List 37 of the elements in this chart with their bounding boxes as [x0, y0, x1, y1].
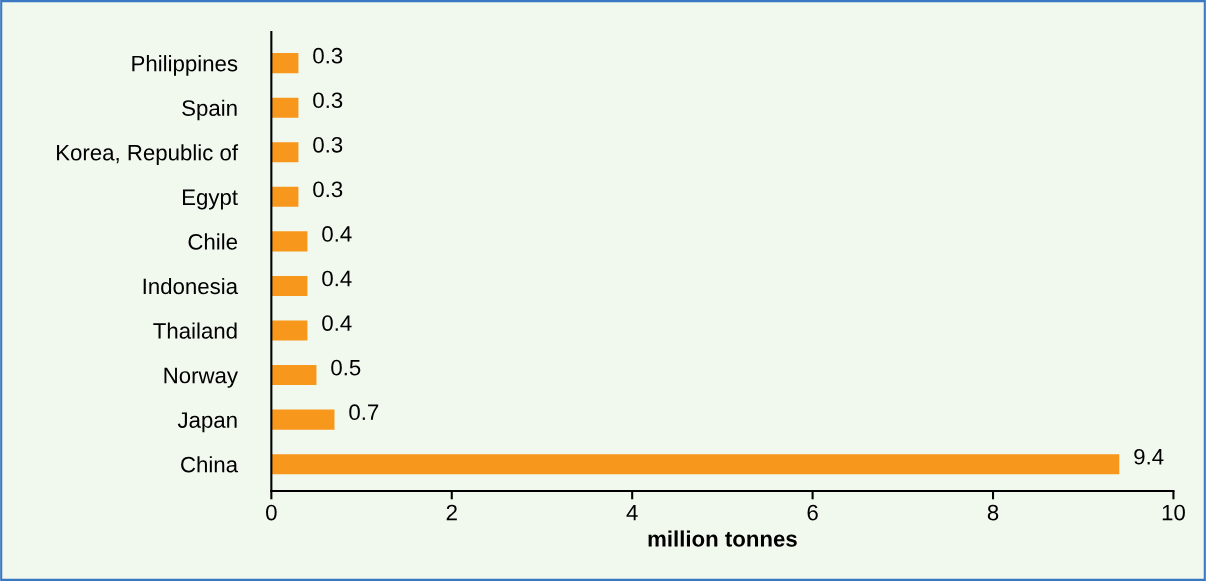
- y-tick-label: Chile: [188, 233, 238, 250]
- y-tick-label: Norway: [164, 367, 238, 388]
- bar: [271, 97, 299, 118]
- data-label: 9.4: [1134, 448, 1164, 465]
- data-label: 0.4: [322, 226, 352, 242]
- x-tick-label: 10: [1162, 504, 1185, 521]
- bar: [271, 275, 308, 296]
- bar: [271, 142, 299, 163]
- bar: [271, 186, 299, 207]
- data-label: 0.3: [313, 47, 343, 64]
- y-tick-label: China: [181, 456, 239, 473]
- y-tick-label: Korea, Republic of: [57, 144, 239, 165]
- bar: [271, 454, 1120, 475]
- bar: [271, 320, 308, 341]
- bar: [271, 53, 299, 74]
- data-label: 0.3: [313, 181, 343, 198]
- y-tick-label: Japan: [177, 412, 237, 433]
- data-label: 0.3: [313, 92, 343, 109]
- x-axis-title: million tonnes: [648, 530, 797, 547]
- bar: [271, 231, 308, 252]
- y-tick-label: Thailand: [153, 322, 237, 339]
- y-tick-label: Spain: [182, 99, 237, 121]
- x-tick-label: 4: [626, 504, 638, 521]
- data-label: 0.4: [322, 315, 352, 331]
- x-tick-label: 8: [987, 504, 999, 521]
- x-tick-label: 2: [446, 504, 457, 521]
- bar: [271, 365, 317, 386]
- data-label: 0.7: [349, 404, 379, 421]
- y-tick-label: Egypt: [183, 189, 238, 210]
- data-label: 0.5: [331, 359, 361, 376]
- data-label: 0.4: [322, 270, 352, 287]
- x-tick-label: 6: [807, 504, 818, 521]
- y-tick-label: Indonesia: [143, 277, 239, 295]
- x-tick-label: 0: [266, 504, 277, 521]
- y-tick-label: Philippines: [132, 55, 238, 76]
- bar: [271, 409, 335, 430]
- data-label: 0.3: [313, 136, 343, 153]
